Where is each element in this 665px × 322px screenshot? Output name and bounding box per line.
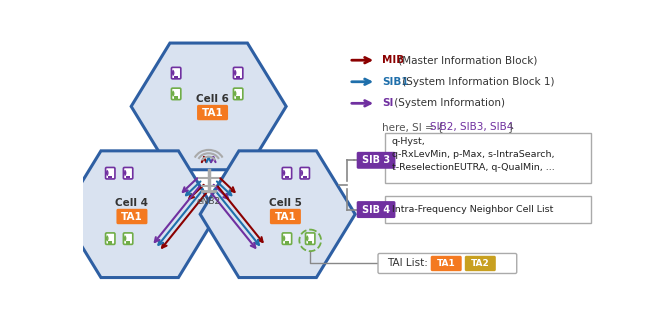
FancyBboxPatch shape xyxy=(270,209,301,224)
FancyBboxPatch shape xyxy=(172,88,181,99)
FancyBboxPatch shape xyxy=(303,175,307,178)
FancyBboxPatch shape xyxy=(236,76,240,78)
Text: SIB1: SIB1 xyxy=(382,77,409,87)
FancyBboxPatch shape xyxy=(233,67,243,79)
Text: Cell 5: Cell 5 xyxy=(269,198,302,208)
FancyBboxPatch shape xyxy=(236,96,240,99)
FancyBboxPatch shape xyxy=(378,253,517,273)
FancyBboxPatch shape xyxy=(106,167,115,179)
FancyBboxPatch shape xyxy=(282,167,292,179)
FancyBboxPatch shape xyxy=(305,233,315,244)
Text: TA2: TA2 xyxy=(471,259,489,268)
Text: SIB 4: SIB 4 xyxy=(362,204,390,214)
FancyBboxPatch shape xyxy=(300,167,309,179)
Text: TAI List:: TAI List: xyxy=(387,259,428,269)
Text: Intra-Frequency Neighbor Cell List: Intra-Frequency Neighbor Cell List xyxy=(392,205,553,214)
Text: (System Information): (System Information) xyxy=(391,98,505,108)
Polygon shape xyxy=(200,151,355,278)
Text: Cell 4: Cell 4 xyxy=(116,198,148,208)
FancyBboxPatch shape xyxy=(356,152,396,169)
FancyBboxPatch shape xyxy=(174,96,178,99)
Text: (System Information Block 1): (System Information Block 1) xyxy=(399,77,555,87)
Text: TA1: TA1 xyxy=(437,259,456,268)
Text: MIB: MIB xyxy=(382,55,404,65)
Text: SIB2, SIB3, SIB4: SIB2, SIB3, SIB4 xyxy=(430,122,513,132)
FancyBboxPatch shape xyxy=(126,175,130,178)
FancyBboxPatch shape xyxy=(465,256,496,271)
Text: TA1: TA1 xyxy=(275,212,297,222)
FancyBboxPatch shape xyxy=(124,167,133,179)
FancyBboxPatch shape xyxy=(309,241,312,243)
Text: Cell 6: Cell 6 xyxy=(196,94,229,104)
Text: TA1: TA1 xyxy=(201,108,223,118)
Polygon shape xyxy=(63,151,217,278)
FancyBboxPatch shape xyxy=(285,175,289,178)
Text: (Master Information Block): (Master Information Block) xyxy=(395,55,537,65)
FancyBboxPatch shape xyxy=(431,256,462,271)
FancyBboxPatch shape xyxy=(282,233,292,244)
FancyBboxPatch shape xyxy=(124,233,133,244)
FancyBboxPatch shape xyxy=(172,67,181,79)
Text: SI: SI xyxy=(382,98,394,108)
FancyBboxPatch shape xyxy=(356,201,396,218)
Text: q-Hyst,
q-RxLevMin, p-Max, s-IntraSearch,
t-ReselectionEUTRA, q-QualMin, ...: q-Hyst, q-RxLevMin, p-Max, s-IntraSearch… xyxy=(392,137,555,172)
FancyBboxPatch shape xyxy=(285,241,289,243)
Text: eNB2: eNB2 xyxy=(197,197,221,206)
FancyBboxPatch shape xyxy=(386,196,591,223)
FancyBboxPatch shape xyxy=(233,88,243,99)
FancyBboxPatch shape xyxy=(126,241,130,243)
FancyBboxPatch shape xyxy=(108,175,112,178)
FancyBboxPatch shape xyxy=(386,133,591,184)
Polygon shape xyxy=(131,43,286,170)
FancyBboxPatch shape xyxy=(174,76,178,78)
FancyBboxPatch shape xyxy=(108,241,112,243)
Text: }: } xyxy=(508,122,515,132)
FancyBboxPatch shape xyxy=(116,209,148,224)
FancyBboxPatch shape xyxy=(106,233,115,244)
Text: SIB 3: SIB 3 xyxy=(362,155,390,165)
Text: here, SI = {: here, SI = { xyxy=(382,122,444,132)
Text: TA1: TA1 xyxy=(121,212,143,222)
FancyBboxPatch shape xyxy=(197,105,228,120)
